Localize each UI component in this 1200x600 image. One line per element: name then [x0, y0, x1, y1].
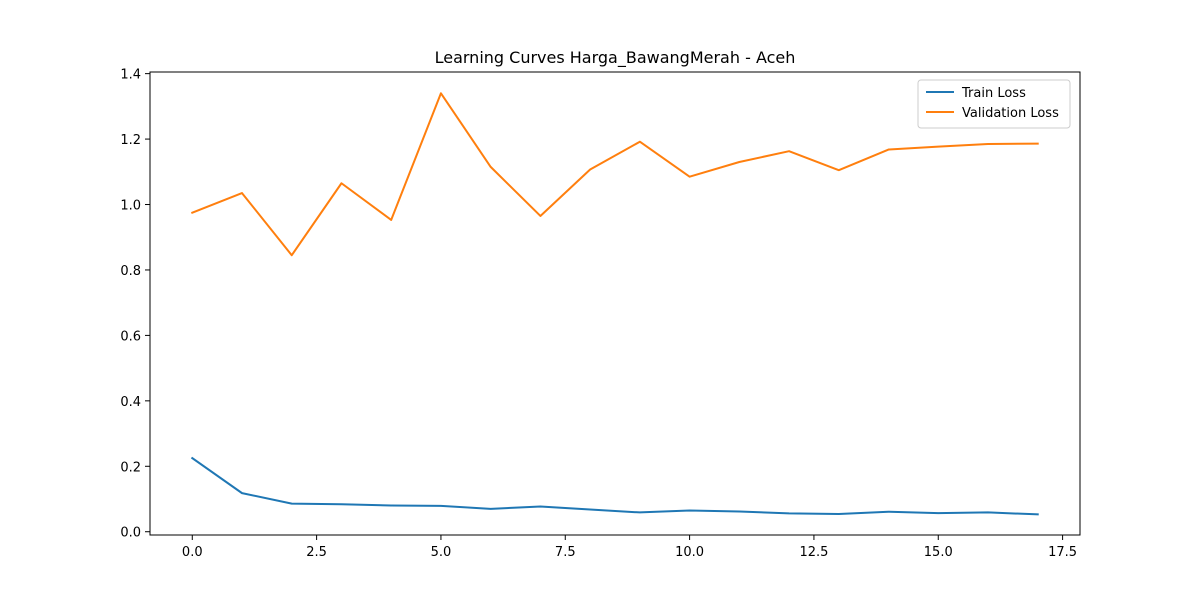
series-line-train-loss	[190, 456, 1039, 516]
y-tick-label: 0.4	[120, 395, 141, 410]
x-tick-label: 12.5	[799, 545, 828, 560]
x-tick-label: 7.5	[555, 545, 576, 560]
x-tick-label: 10.0	[675, 545, 704, 560]
x-tick-label: 5.0	[431, 545, 452, 560]
y-tick-label: 0.8	[120, 264, 141, 279]
series-line-validation-loss	[190, 92, 1039, 257]
legend-box	[917, 79, 1071, 129]
x-tick-label: 15.0	[924, 545, 953, 560]
y-tick-label: 0.6	[120, 329, 141, 344]
plot-area: 0.0 2.5 5.0 7.5 10.0 12.5 15.0 17.5 0.0 0.2 0.4 0.6…	[120, 68, 1081, 560]
y-tick-label: 1.4	[120, 68, 141, 83]
y-tick-label: 1.2	[120, 133, 141, 148]
y-tick-label: 0.0	[120, 526, 141, 541]
legend: Train Loss Validation Loss	[917, 79, 1071, 129]
x-tick-label: 0.0	[182, 545, 203, 560]
x-tick-label: 17.5	[1048, 545, 1077, 560]
chart-title: Learning Curves Harga_BawangMerah - Aceh	[435, 48, 796, 68]
x-tick-label: 2.5	[306, 545, 327, 560]
legend-label: Train Loss	[961, 86, 1026, 101]
y-tick-label: 1.0	[120, 199, 141, 214]
legend-label: Validation Loss	[962, 106, 1059, 121]
y-tick-label: 0.2	[120, 460, 141, 475]
axes-frame	[149, 71, 1081, 536]
